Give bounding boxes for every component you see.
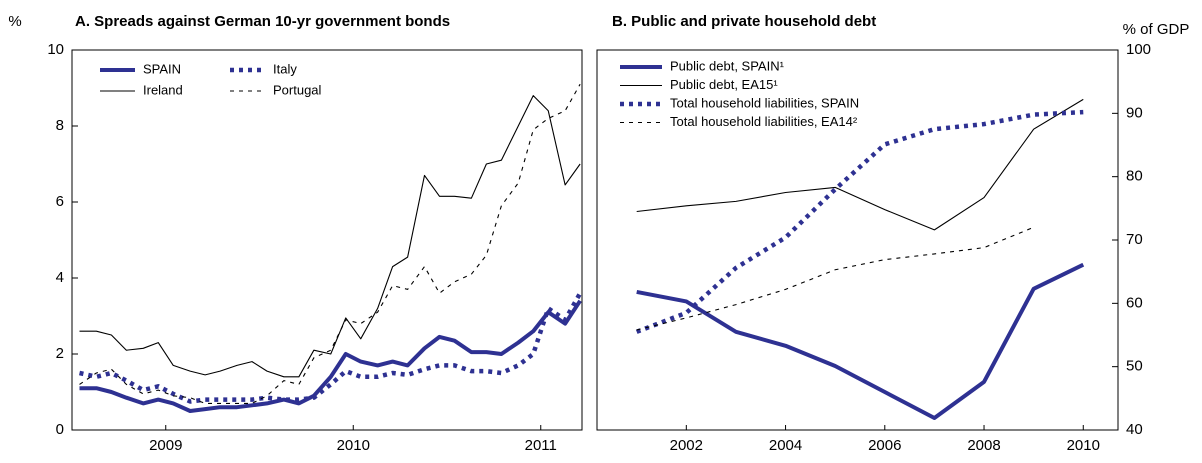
y-tick-label: 50 (1126, 358, 1143, 375)
legend-label: Public debt, EA15¹ (670, 77, 778, 92)
chart-title: A. Spreads against German 10-yr governme… (75, 13, 450, 30)
axis-unit: % (8, 13, 21, 30)
x-tick-label: 2008 (967, 437, 1000, 454)
y-tick-label: 4 (56, 269, 64, 286)
legend-label: Public debt, SPAIN¹ (670, 58, 785, 73)
series-line (79, 95, 581, 378)
x-tick-label: 2004 (769, 437, 802, 454)
y-tick-label: 60 (1126, 294, 1143, 311)
y-tick-label: 10 (47, 41, 64, 58)
x-tick-label: 2010 (1067, 437, 1100, 454)
y-tick-label: 8 (56, 117, 64, 134)
x-tick-label: 2002 (670, 437, 703, 454)
series-line (79, 299, 582, 413)
series-line (79, 292, 583, 404)
x-tick-label: 2011 (525, 437, 557, 454)
legend-label: Italy (273, 61, 297, 76)
legend-label: Portugal (273, 82, 322, 97)
axis-unit: % of GDP (1123, 21, 1190, 38)
series-line (79, 83, 581, 404)
series-line (636, 262, 1085, 420)
chart-title: B. Public and private household debt (612, 13, 876, 30)
x-tick-label: 2010 (337, 437, 370, 454)
series-line (635, 109, 1084, 334)
legend-label: Ireland (143, 82, 183, 97)
legend-label: Total household liabilities, EA14² (670, 114, 858, 129)
y-tick-label: 2 (56, 345, 64, 362)
series-line (636, 98, 1084, 231)
x-tick-label: 2006 (868, 437, 901, 454)
legend-label: Total household liabilities, SPAIN (670, 95, 859, 110)
series-line (636, 226, 1034, 331)
y-tick-label: 90 (1126, 104, 1143, 121)
y-tick-label: 0 (56, 421, 64, 438)
legend-label: SPAIN (143, 61, 181, 76)
y-tick-label: 6 (56, 193, 64, 210)
x-tick-label: 2009 (149, 437, 182, 454)
y-tick-label: 40 (1126, 421, 1143, 438)
plot-frame (71, 49, 583, 431)
y-tick-label: 80 (1126, 168, 1143, 185)
y-tick-label: 100 (1126, 41, 1151, 58)
y-tick-label: 70 (1126, 231, 1143, 248)
